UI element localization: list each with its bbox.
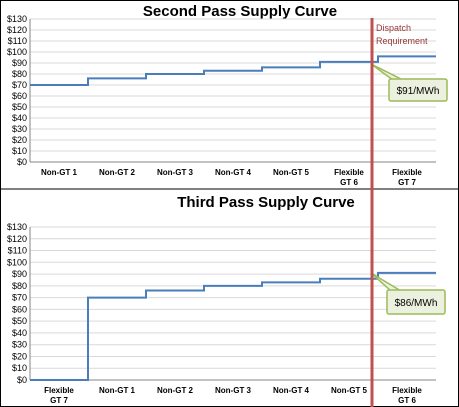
y-tick-label: $50 xyxy=(12,316,27,326)
chart-title: Second Pass Supply Curve xyxy=(143,3,337,20)
category-label: Non-GT 3 xyxy=(215,386,252,395)
category-label: Non-GT 2 xyxy=(157,386,194,395)
category-label: GT 6 xyxy=(398,396,416,405)
category-label: Non-GT 2 xyxy=(99,168,136,177)
y-tick-label: $60 xyxy=(12,304,27,314)
category-label: GT 7 xyxy=(50,396,68,405)
y-tick-label: $120 xyxy=(7,234,27,244)
y-tick-label: $40 xyxy=(12,113,27,123)
callout-box xyxy=(388,78,448,102)
second-pass-chart: Second Pass Supply Curve $0$10$20$30$40$… xyxy=(7,3,448,187)
category-label: Flexible xyxy=(392,386,422,395)
category-label: Flexible xyxy=(392,168,422,177)
category-label: Non-GT 5 xyxy=(273,168,310,177)
y-tick-label: $80 xyxy=(12,69,27,79)
callout-box xyxy=(386,289,446,315)
category-label: Non-GT 1 xyxy=(41,168,78,177)
y-tick-label: $100 xyxy=(7,257,27,267)
y-tick-label: $50 xyxy=(12,102,27,112)
category-label: GT 7 xyxy=(398,178,416,187)
y-tick-label: $110 xyxy=(8,36,27,46)
y-tick-label: $130 xyxy=(7,222,27,232)
price-callout: $86/MWh xyxy=(370,272,446,315)
supply-curve-line xyxy=(30,271,436,381)
dispatch-requirement-label-line2: Requirement xyxy=(376,36,428,46)
y-tick-label: $100 xyxy=(7,47,27,57)
y-tick-label: $30 xyxy=(12,124,27,134)
y-tick-label: $0 xyxy=(17,375,27,385)
category-label: Non-GT 4 xyxy=(273,386,310,395)
y-tick-label: $30 xyxy=(12,340,27,350)
y-tick-label: $10 xyxy=(12,363,27,373)
y-tick-label: $70 xyxy=(12,80,27,90)
category-label: Non-GT 5 xyxy=(331,386,368,395)
y-tick-label: $0 xyxy=(17,157,27,167)
y-tick-label: $40 xyxy=(12,328,27,338)
y-tick-label: $90 xyxy=(12,269,27,279)
callout-label: $86/MWh xyxy=(395,298,438,309)
category-label: Non-GT 1 xyxy=(99,386,136,395)
y-tick-label: $120 xyxy=(7,25,27,35)
category-label: GT 6 xyxy=(340,178,358,187)
y-tick-label: $20 xyxy=(12,135,27,145)
category-label: Non-GT 3 xyxy=(157,168,194,177)
y-tick-label: $130 xyxy=(7,14,27,24)
y-tick-label: $90 xyxy=(12,58,27,68)
y-tick-label: $70 xyxy=(12,293,27,303)
third-pass-chart: Third Pass Supply Curve $0 $10 $20$30 $40 $5… xyxy=(7,194,446,405)
chart-title: Third Pass Supply Curve xyxy=(177,194,355,211)
callout-label: $91/MWh xyxy=(397,86,440,97)
category-label: Flexible xyxy=(334,168,364,177)
y-tick-label: $10 xyxy=(12,146,27,156)
y-tick-label: $60 xyxy=(12,91,27,101)
supply-curve-line xyxy=(30,55,436,86)
dispatch-requirement-label-line1: Dispatch xyxy=(376,23,411,33)
y-tick-label: $20 xyxy=(12,351,27,361)
category-label: Flexible xyxy=(44,386,74,395)
y-tick-label: $80 xyxy=(12,281,27,291)
price-callout: $91/MWh xyxy=(370,63,448,102)
y-tick-label: $110 xyxy=(8,246,27,256)
category-label: Non-GT 4 xyxy=(215,168,252,177)
